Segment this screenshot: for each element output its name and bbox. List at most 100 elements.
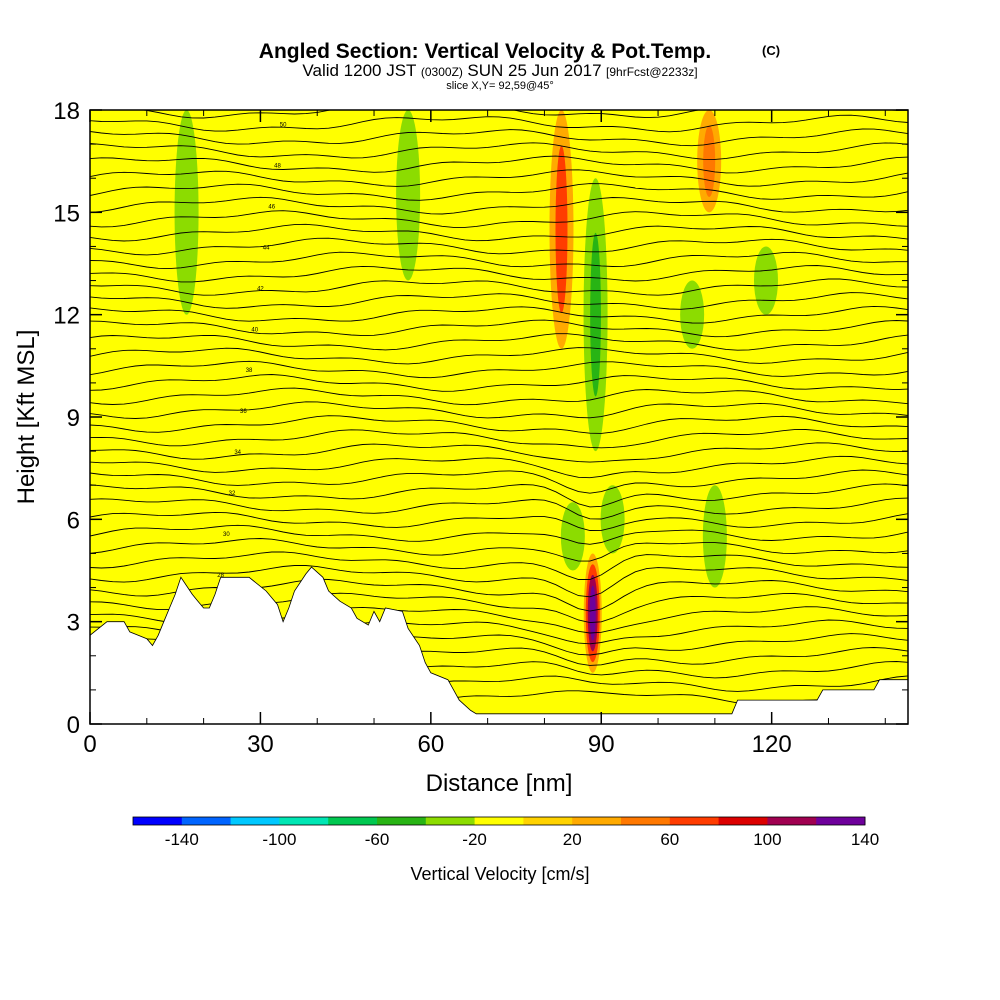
theta-contour (90, 265, 908, 283)
theta-contour-label: 38 (246, 368, 253, 374)
theta-contour (90, 223, 908, 242)
theta-contour-label: 44 (263, 245, 270, 251)
theta-contour (90, 497, 908, 520)
colorbar-swatch (572, 817, 622, 825)
theta-contour (90, 442, 908, 463)
colorbar-tick-label: -140 (165, 830, 199, 849)
downdraft-region (560, 502, 585, 571)
colorbar-tick-label: -20 (462, 830, 487, 849)
theta-contour (90, 333, 908, 351)
colorbar-swatch (767, 817, 817, 825)
theta-contour (90, 210, 908, 228)
theta-contour (90, 565, 908, 598)
velocity-field (90, 110, 908, 724)
theta-contour (90, 360, 908, 379)
updraft-core (703, 125, 716, 197)
theta-contour (90, 469, 908, 494)
theta-contour-label: 28 (217, 573, 224, 579)
colorbar-swatch (816, 817, 866, 825)
theta-contour-label: 36 (240, 409, 247, 415)
theta-contour (90, 237, 908, 256)
theta-contour (90, 278, 908, 296)
colorbar-swatch (425, 817, 476, 825)
colorbar-swatch (230, 817, 280, 825)
theta-contour (139, 110, 908, 119)
subtitle-utc: (0300Z) (421, 65, 463, 79)
terrain (90, 566, 908, 724)
slice-text: slice X,Y= 92,59@45° (446, 80, 554, 92)
downdraft-region (680, 280, 705, 349)
theta-contour (90, 292, 908, 310)
theta-contour (90, 347, 908, 365)
theta-contour-label: 42 (257, 286, 264, 292)
colorbar-swatch (523, 817, 573, 825)
theta-contour (90, 483, 908, 508)
x-tick-label: 120 (752, 731, 792, 758)
theta-contour (90, 429, 908, 449)
colorbar-frame (132, 816, 866, 826)
theta-contour (90, 551, 908, 580)
plot-area: 222426283032343638404244464850 (90, 110, 908, 724)
colorbar-tick-label: 60 (660, 830, 679, 849)
theta-contour (90, 305, 908, 324)
theta-contour (90, 155, 908, 174)
theta-contour-label: 48 (274, 164, 281, 170)
theta-contour (90, 538, 908, 562)
x-tick-label: 90 (588, 731, 615, 758)
colorbar-swatch (718, 817, 768, 825)
theta-contour (90, 142, 908, 160)
colorbar-swatch (669, 817, 720, 825)
downdraft-region (753, 246, 778, 315)
theta-contour-label: 34 (234, 450, 241, 456)
colorbar-tick-label: -100 (262, 830, 296, 849)
theta-contour (90, 374, 908, 392)
chart-subtitle: Valid 1200 JST (0300Z) SUN 25 Jun 2017 [… (302, 61, 697, 80)
updraft-core (589, 585, 596, 641)
y-tick-label: 3 (67, 610, 80, 637)
y-axis-label: Height [Kft MSL] (13, 330, 40, 505)
theta-contour (90, 401, 908, 419)
downdraft-region (600, 485, 625, 554)
downdraft-region (702, 485, 727, 588)
y-tick-label: 9 (67, 405, 80, 432)
theta-contour (90, 387, 908, 406)
theta-contour (90, 511, 908, 531)
x-tick-label: 60 (417, 731, 444, 758)
theta-contour-label: 32 (229, 491, 236, 497)
terrain-mask (90, 566, 908, 724)
y-tick-label: 18 (53, 98, 80, 125)
chart-title: Angled Section: Vertical Velocity & Pot.… (259, 40, 711, 63)
theta-contour (90, 128, 908, 147)
x-tick-label: 30 (247, 731, 274, 758)
colorbar-swatch (377, 817, 427, 825)
theta-contour (90, 196, 908, 215)
colorbar-tick-label: 20 (563, 830, 582, 849)
theta-contour (90, 183, 908, 201)
downdraft-region (396, 110, 421, 281)
colorbar-label: Vertical Velocity [cm/s] (410, 864, 589, 884)
theta-contour (90, 415, 908, 434)
theta-contour-label: 40 (251, 327, 258, 333)
chart-title-suffix: (C) (762, 43, 780, 58)
y-tick-label: 12 (53, 303, 80, 330)
subtitle-date: SUN 25 Jun 2017 (467, 61, 601, 80)
colorbar-swatch (621, 817, 671, 825)
colorbar-swatch (328, 817, 378, 825)
y-tick-label: 15 (53, 200, 80, 227)
colorbar-tick-label: 140 (851, 830, 879, 849)
y-tick-label: 0 (67, 712, 80, 739)
colorbar-swatch (474, 817, 524, 825)
colorbar-tick-label: 100 (753, 830, 781, 849)
theta-contour-label: 50 (280, 123, 287, 129)
colorbar: -140 -100 -60 -20 20 60 100 140 (132, 816, 879, 849)
downdraft-region (174, 110, 199, 315)
y-tick-label: 6 (67, 507, 80, 534)
x-tick-label: 0 (83, 731, 96, 758)
colorbar-tick-label: -60 (365, 830, 390, 849)
colorbar-swatch (279, 817, 329, 825)
downdraft-core (590, 232, 601, 397)
x-axis-label: Distance [nm] (426, 770, 573, 797)
theta-contour (90, 319, 908, 338)
